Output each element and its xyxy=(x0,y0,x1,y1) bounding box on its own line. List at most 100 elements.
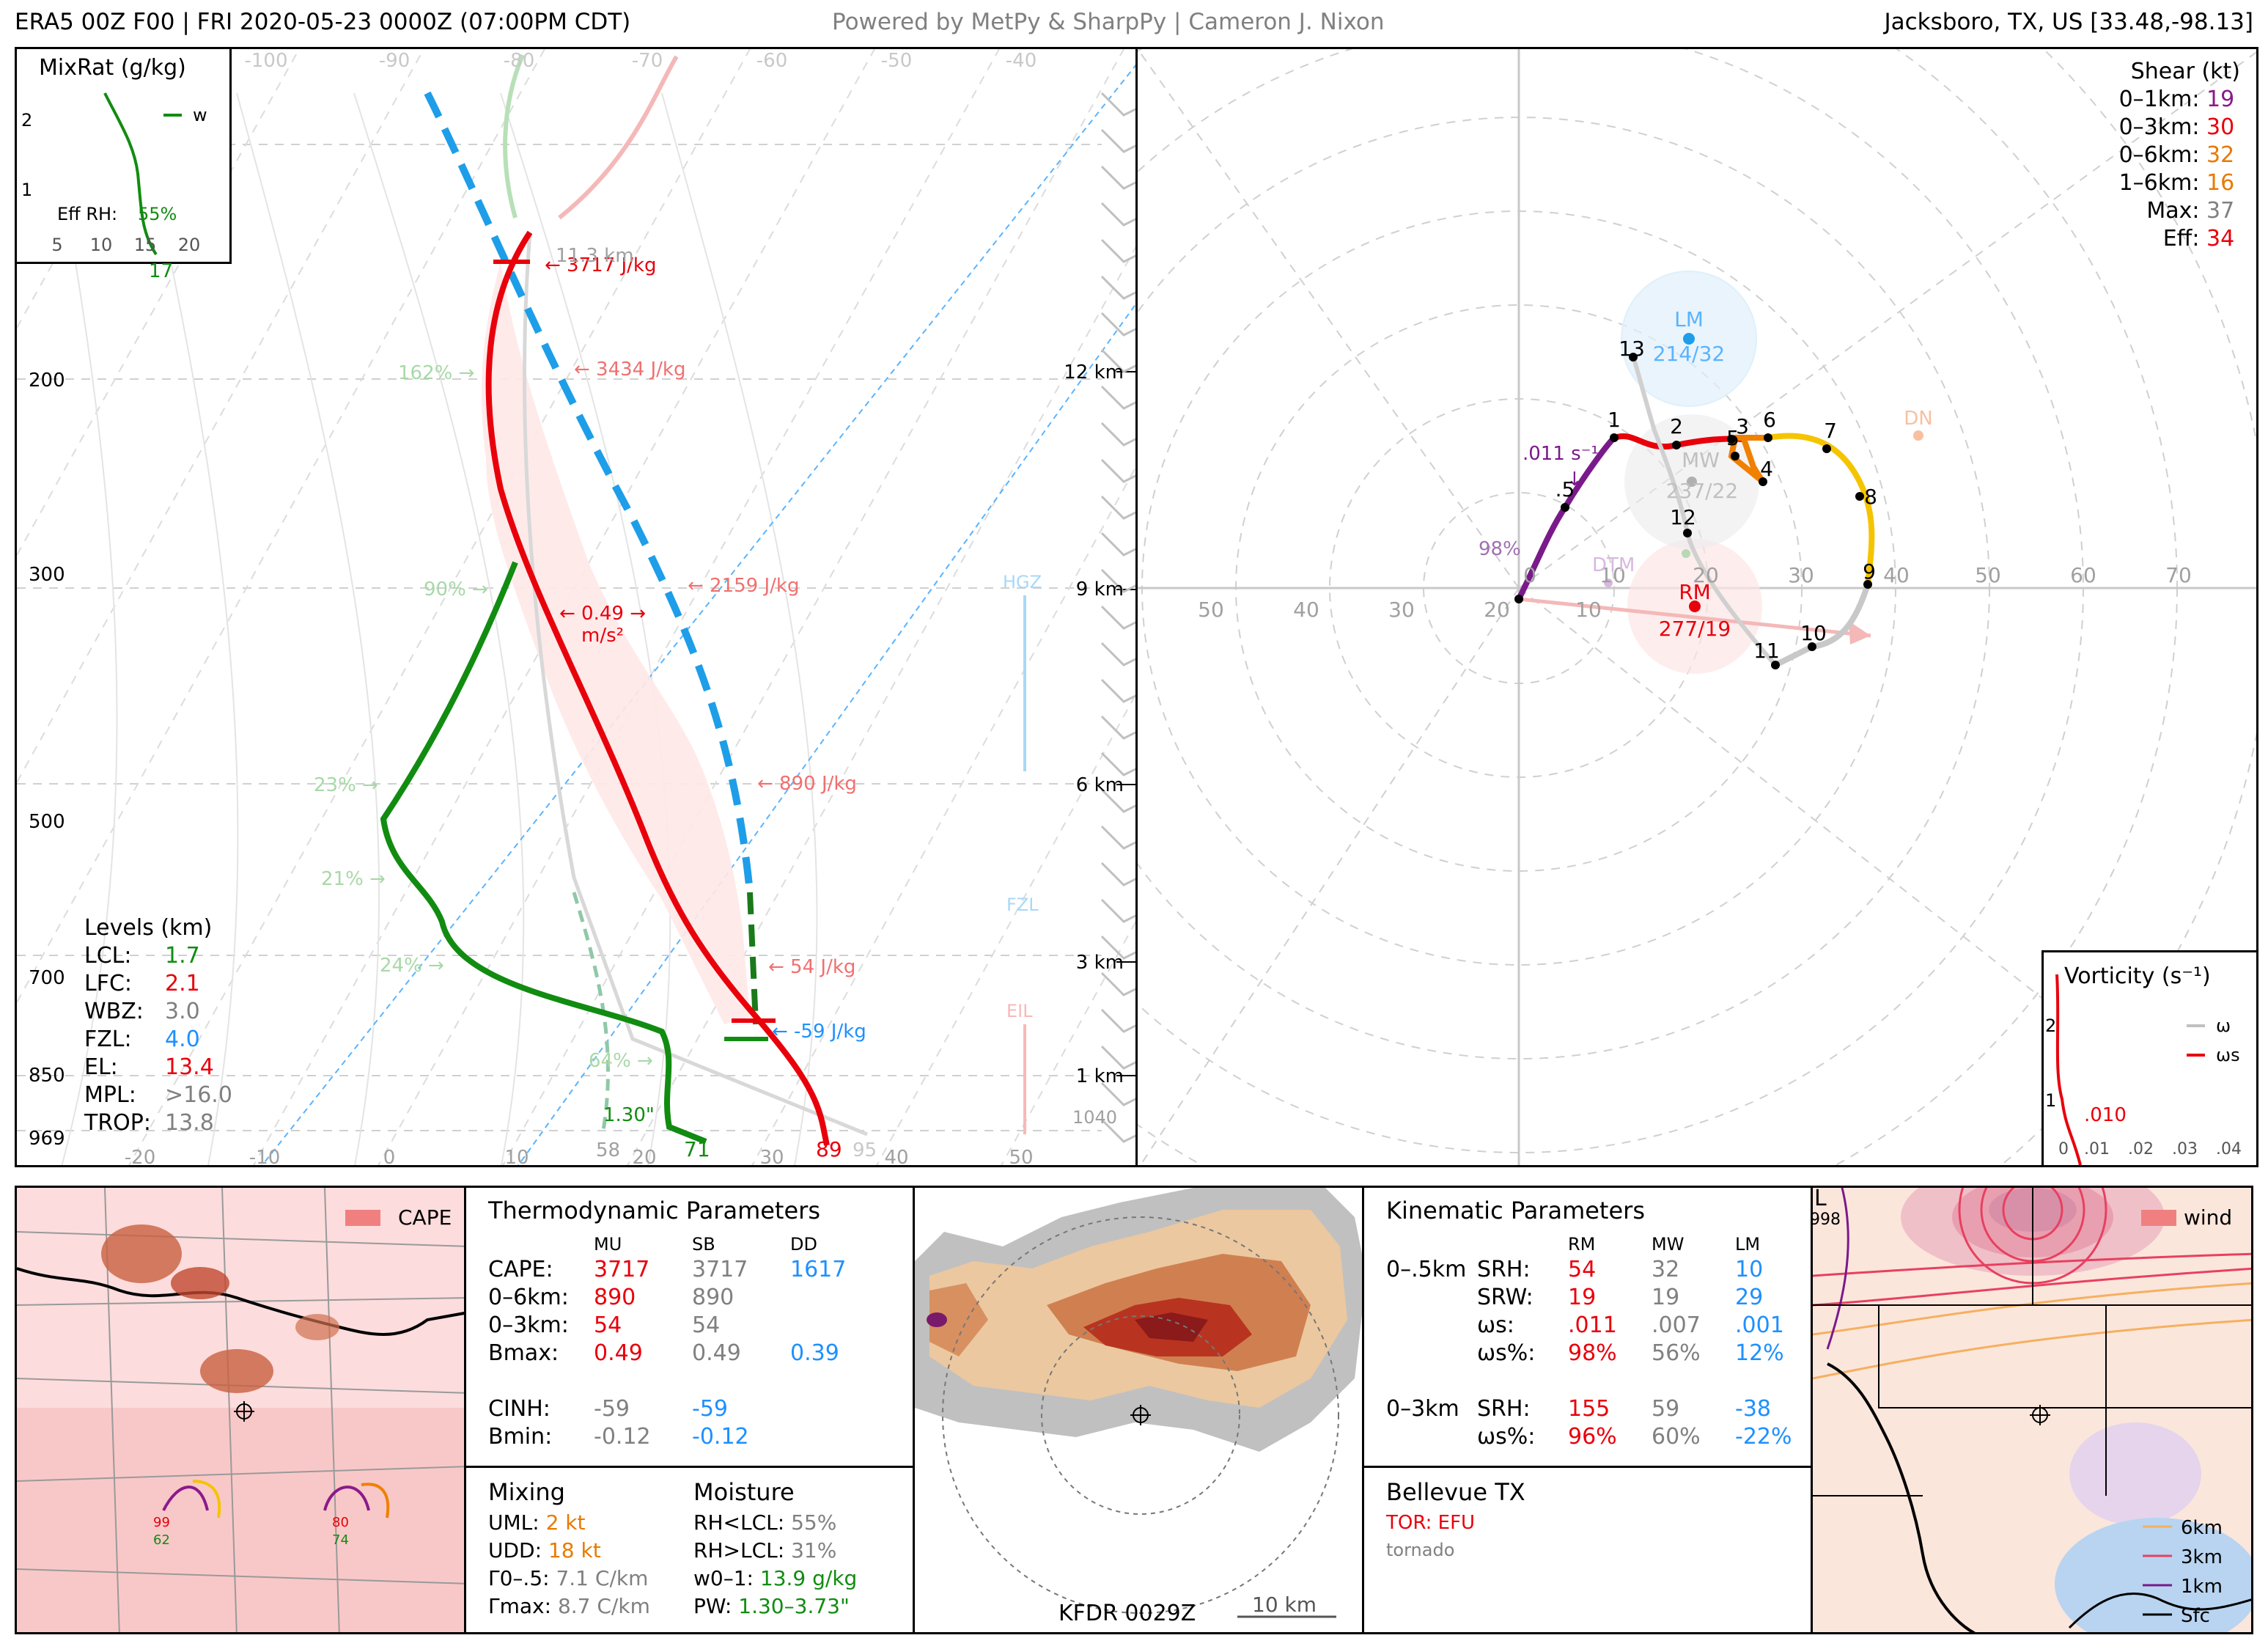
eil-label: EIL xyxy=(1006,1001,1033,1021)
cin-label: ← -59 J/kg xyxy=(772,1021,866,1043)
ring-label-0: 0 xyxy=(1523,563,1536,587)
thermo-06-name: 0–6km: xyxy=(488,1284,569,1310)
kin-ws-rm: .011 xyxy=(1568,1312,1617,1338)
ring-label-50: 50 xyxy=(1975,563,2001,587)
cape-label-6km: ← 890 J/kg xyxy=(757,773,857,795)
mw-label: MW xyxy=(1682,448,1720,472)
wind-map: wind L 998 6km 3km 1km Sfc xyxy=(1813,1188,2251,1632)
mixrat-effrh-label: Eff RH: xyxy=(57,204,117,224)
ring-label-left-30: 30 xyxy=(1388,598,1415,622)
cape-map-station-b-td: 74 xyxy=(332,1532,349,1548)
kin-wspct1-name: ωs%: xyxy=(1477,1340,1536,1366)
mixrat-ytick-2: 2 xyxy=(21,110,32,131)
mixrat-legend-w: w xyxy=(193,105,207,125)
shear-eff-name: Eff: xyxy=(2162,226,2200,251)
dtm-label: DTM xyxy=(1592,554,1635,576)
t-label-m10: -10 xyxy=(249,1147,280,1167)
shear-16-name: 1–6km: xyxy=(2118,170,2200,196)
thermo-03-sb: 54 xyxy=(692,1312,721,1338)
ring-label-left-10: 10 xyxy=(1575,598,1602,622)
moisture-rhalcl-name: RH>LCL: xyxy=(693,1538,785,1562)
pt-label-3: 3 xyxy=(1736,414,1749,438)
kin-wspct1-mw: 56% xyxy=(1652,1340,1701,1366)
thermo-03-name: 0–3km: xyxy=(488,1312,569,1338)
shear-title: Shear (kt) xyxy=(2130,59,2240,84)
thermo-06-sb: 890 xyxy=(692,1284,734,1310)
mixrat-ytick-1: 1 xyxy=(21,180,32,200)
level-lcl-name: LCL: xyxy=(84,943,132,969)
rh-label-162: 162% → xyxy=(398,362,474,384)
vort-tick-03: .03 xyxy=(2172,1140,2198,1158)
report-tor: TOR: EFU xyxy=(1386,1512,1476,1534)
moisture-w01-name: w0–1: xyxy=(693,1566,754,1590)
vort-tick-01: .01 xyxy=(2084,1140,2110,1158)
rm-value: 277/19 xyxy=(1659,617,1731,641)
kin-srh1-rm: 54 xyxy=(1568,1256,1597,1282)
surface-dewpoint: 71 xyxy=(684,1137,710,1161)
top-t-label-m100: -100 xyxy=(244,50,287,72)
pt-label-1: 1 xyxy=(1608,408,1621,432)
rh-label-90: 90% → xyxy=(424,579,488,601)
mixrat-surface-value: 17 xyxy=(149,260,174,282)
pt-label-2: 2 xyxy=(1670,414,1683,438)
thermo-cape-mu: 3717 xyxy=(594,1256,650,1282)
level-lfc-value: 2.1 xyxy=(165,971,200,996)
header-left: ERA5 00Z F00 | FRI 2020-05-23 0000Z (07:… xyxy=(15,9,631,35)
level-trop-name: TROP: xyxy=(84,1110,151,1136)
level-fzl-value: 4.0 xyxy=(165,1027,200,1052)
skewt-panel: 200 300 500 700 850 969 -20 -10 0 10 20 … xyxy=(15,47,1138,1167)
cape-label-12km: ← 3434 J/kg xyxy=(574,359,685,381)
vort-ytick-2: 2 xyxy=(2045,1016,2056,1036)
mixing-udd-value: 18 kt xyxy=(548,1538,601,1562)
rm-label: RM xyxy=(1679,580,1711,604)
kin-group1: 0–.5km xyxy=(1386,1256,1467,1282)
kinematic-title: Kinematic Parameters xyxy=(1386,1197,1645,1224)
kin-srh3-rm: 155 xyxy=(1568,1395,1610,1422)
cape-label-9km: ← 2159 J/kg xyxy=(688,575,799,597)
shear-03-value: 30 xyxy=(2206,114,2235,140)
radar-scale: 10 km xyxy=(1252,1593,1317,1617)
thermo-cape-name: CAPE: xyxy=(488,1256,553,1282)
rh-pct-label: 98% xyxy=(1479,538,1521,560)
vort-value: .010 xyxy=(2084,1104,2127,1126)
thermo-06-mu: 890 xyxy=(594,1284,636,1310)
thermo-bmin-sb: -0.12 xyxy=(692,1423,749,1450)
mixing-title: Mixing xyxy=(488,1478,565,1506)
wind-map-label: wind xyxy=(2184,1205,2232,1230)
radar-panel: KFDR 0029Z 10 km xyxy=(913,1186,1364,1634)
wind-map-panel: wind L 998 6km 3km 1km Sfc xyxy=(1811,1186,2253,1634)
header-right: Jacksboro, TX, US [33.48,-98.13] xyxy=(1884,9,2254,35)
wind-legend-1km: 1km xyxy=(2181,1576,2223,1598)
shear-03-name: 0–3km: xyxy=(2118,114,2200,140)
pt-label-13: 13 xyxy=(1619,337,1645,361)
cape-map-station-a-t: 99 xyxy=(153,1515,170,1530)
report-panel: Bellevue TX TOR: EFU tornado xyxy=(1362,1466,1813,1634)
shear-06-value: 32 xyxy=(2206,142,2235,168)
moisture-list: RH<LCL: 55% RH>LCL: 31% w0–1: 13.9 g/kg … xyxy=(693,1509,857,1620)
mixing-gamma05-value: 7.1 C/km xyxy=(556,1566,649,1590)
ring-label-left-40: 40 xyxy=(1293,598,1319,622)
kin-srw-name: SRW: xyxy=(1477,1284,1534,1310)
cape-map-station-a-td: 62 xyxy=(153,1532,170,1548)
km-label-12: 12 km xyxy=(1064,361,1124,383)
kin-srh1-mw: 32 xyxy=(1652,1256,1680,1282)
vort-ytick-1: 1 xyxy=(2045,1090,2056,1111)
thermo-bmax-mu: 0.49 xyxy=(594,1340,643,1366)
kin-wspct1-lm: 12% xyxy=(1735,1340,1784,1366)
p-label-300: 300 xyxy=(29,564,65,586)
skewt-diagram: 200 300 500 700 850 969 -20 -10 0 10 20 … xyxy=(17,49,1135,1167)
t-label-40: 40 xyxy=(884,1147,908,1167)
thermo-bmax-name: Bmax: xyxy=(488,1340,559,1366)
kin-col-lm: LM xyxy=(1735,1234,1761,1255)
moisture-rhlcl-value: 55% xyxy=(791,1510,837,1535)
dn-label: DN xyxy=(1904,408,1932,430)
top-t-label-m90: -90 xyxy=(379,50,410,72)
moisture-pw-name: PW: xyxy=(693,1594,732,1618)
surface-wetbulb: 58 xyxy=(596,1139,620,1161)
report-type: tornado xyxy=(1386,1540,1455,1560)
kin-ws-name: ωs: xyxy=(1477,1312,1514,1338)
hgz-label: HGZ xyxy=(1003,572,1042,592)
wind-map-low-value: 998 xyxy=(1813,1211,1841,1229)
p-label-969: 969 xyxy=(29,1128,65,1150)
kin-srh3-name: SRH: xyxy=(1477,1395,1531,1422)
